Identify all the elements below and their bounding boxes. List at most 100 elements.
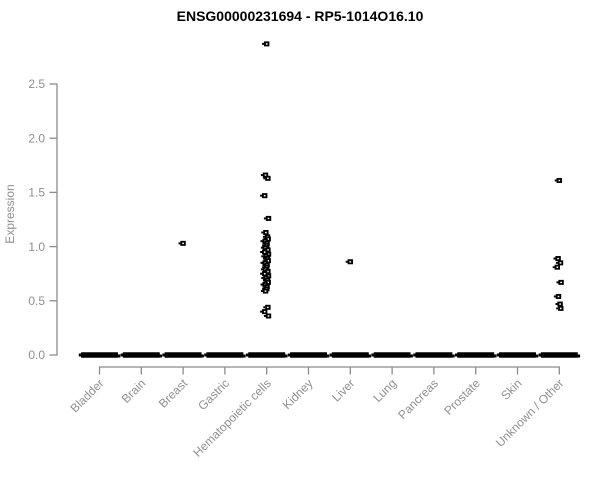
data-point-nub [262, 279, 265, 282]
zero-cluster-nub [120, 353, 123, 357]
data-point-center [559, 303, 561, 305]
zero-cluster-nub [162, 353, 165, 357]
x-category-label: Hematopoietic cells [190, 376, 273, 459]
data-point-nub [262, 42, 265, 45]
data-point-nub [178, 242, 181, 245]
zero-cluster-nub [496, 353, 500, 357]
data-point-nub [556, 281, 559, 284]
zero-expression-cluster [122, 352, 160, 358]
zero-cluster-nub [371, 353, 374, 357]
zero-cluster-nub [455, 353, 458, 357]
zero-cluster-nub [413, 353, 416, 357]
data-point-center [267, 217, 270, 220]
x-category-label: Prostate [441, 376, 483, 418]
data-point-nub [263, 306, 266, 309]
data-point-nub [263, 217, 266, 220]
zero-expression-cluster [457, 352, 495, 358]
data-point-center [265, 43, 268, 45]
zero-cluster-nub [535, 354, 539, 358]
x-category-label: Brain [119, 376, 149, 406]
zero-expression-cluster [540, 352, 578, 358]
data-point-nub [260, 261, 263, 264]
data-point-center [267, 249, 269, 251]
data-point-center [559, 262, 562, 264]
data-point-center [263, 273, 266, 275]
data-point-nub [263, 314, 266, 317]
y-tick-label: 2.0 [28, 131, 45, 145]
data-point-center [264, 174, 267, 176]
zero-cluster-nub [577, 354, 581, 358]
data-point-center [560, 307, 562, 310]
x-category-label: Lung [370, 376, 399, 405]
data-point-nub [260, 268, 263, 271]
data-point-center [349, 261, 352, 263]
zero-expression-cluster [290, 352, 327, 358]
data-point-nub [263, 177, 266, 180]
data-point-center [560, 281, 562, 284]
data-point-nub [262, 285, 265, 288]
data-point-nub [260, 251, 263, 254]
data-point-center [557, 257, 559, 260]
zero-cluster-nub [410, 354, 413, 358]
data-point-nub [345, 260, 348, 263]
zero-cluster-nub [368, 354, 372, 358]
data-point-nub [260, 310, 263, 313]
zero-cluster-nub [243, 354, 246, 358]
data-point-nub [260, 283, 263, 286]
data-point-nub [553, 257, 556, 260]
data-point-center [267, 259, 269, 262]
y-tick-label: 1.0 [28, 240, 45, 254]
zero-expression-cluster [81, 352, 118, 358]
x-category-label: Liver [329, 376, 357, 404]
data-point-center [267, 270, 269, 273]
data-point-center [267, 315, 270, 317]
chart-title: ENSG00000231694 - RP5-1014O16.10 [176, 8, 424, 24]
zero-cluster-nub [246, 353, 249, 357]
data-point-center [263, 194, 266, 197]
data-point-center [182, 242, 184, 245]
y-tick-label: 2.5 [28, 77, 45, 91]
data-point-nub [262, 235, 265, 238]
data-point-center [263, 251, 266, 253]
data-point-center [556, 266, 559, 268]
data-point-nub [552, 266, 555, 269]
data-point-nub [260, 272, 263, 275]
x-category-label: Bladder [67, 376, 106, 415]
y-tick-label: 0.5 [28, 294, 45, 308]
zero-cluster-nub [538, 353, 541, 357]
data-point-nub [260, 194, 263, 197]
data-point-center [267, 281, 269, 284]
x-category-label: Breast [156, 376, 191, 411]
y-tick-label: 0.0 [28, 348, 45, 362]
data-point-nub [555, 303, 558, 306]
data-point-nub [261, 231, 264, 234]
zero-cluster-nub [201, 354, 204, 358]
data-point-nub [555, 261, 558, 264]
zero-cluster-nub [452, 354, 455, 358]
data-point-center [267, 306, 269, 309]
data-point-nub [260, 174, 263, 177]
zero-expression-cluster [373, 352, 411, 358]
data-point-center [267, 177, 269, 180]
x-category-label: Gastric [195, 376, 232, 413]
zero-cluster-nub [204, 353, 207, 357]
zero-cluster-nub [287, 353, 291, 357]
zero-cluster-nub [117, 354, 121, 358]
zero-expression-cluster [164, 352, 202, 358]
data-point-nub [556, 307, 559, 310]
zero-cluster-nub [326, 354, 330, 358]
data-point-nub [262, 257, 265, 260]
data-point-nub [261, 255, 264, 258]
data-point-nub [262, 264, 265, 267]
data-point-nub [553, 295, 556, 298]
zero-expression-cluster [415, 352, 453, 358]
data-point-center [263, 310, 266, 313]
zero-expression-cluster [331, 352, 369, 358]
data-point-nub [260, 290, 263, 293]
data-point-nub [262, 242, 265, 245]
data-point-nub [260, 246, 263, 249]
zero-cluster-nub [78, 353, 82, 357]
zero-expression-cluster [248, 352, 286, 358]
x-category-label: Pancreas [395, 376, 441, 422]
